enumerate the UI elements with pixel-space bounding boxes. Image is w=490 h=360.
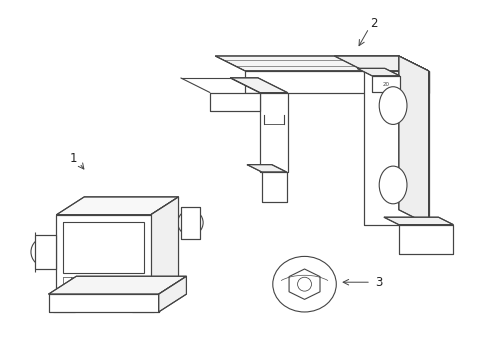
Polygon shape	[215, 56, 429, 71]
Polygon shape	[56, 197, 178, 215]
Polygon shape	[357, 68, 400, 76]
Polygon shape	[262, 172, 287, 202]
Text: 2: 2	[370, 17, 378, 30]
Polygon shape	[289, 269, 320, 300]
Polygon shape	[49, 276, 187, 294]
Ellipse shape	[379, 166, 407, 204]
Polygon shape	[247, 165, 287, 172]
Polygon shape	[399, 225, 453, 255]
Polygon shape	[151, 197, 178, 294]
Polygon shape	[245, 71, 429, 93]
Ellipse shape	[379, 87, 407, 125]
Polygon shape	[399, 56, 429, 225]
Polygon shape	[180, 207, 200, 239]
Text: 20: 20	[382, 82, 390, 87]
Polygon shape	[49, 294, 159, 312]
Polygon shape	[372, 76, 400, 92]
Polygon shape	[384, 217, 453, 225]
Polygon shape	[364, 71, 429, 225]
Polygon shape	[260, 93, 288, 172]
Text: 3: 3	[375, 276, 383, 289]
Polygon shape	[334, 56, 429, 71]
Bar	[53, 294, 75, 312]
Polygon shape	[56, 215, 151, 294]
Bar	[132, 294, 154, 312]
Text: 1: 1	[70, 152, 77, 165]
Ellipse shape	[273, 256, 336, 312]
Polygon shape	[35, 235, 56, 269]
Polygon shape	[230, 78, 288, 93]
Polygon shape	[210, 93, 260, 111]
Circle shape	[297, 277, 312, 291]
Polygon shape	[159, 276, 187, 312]
